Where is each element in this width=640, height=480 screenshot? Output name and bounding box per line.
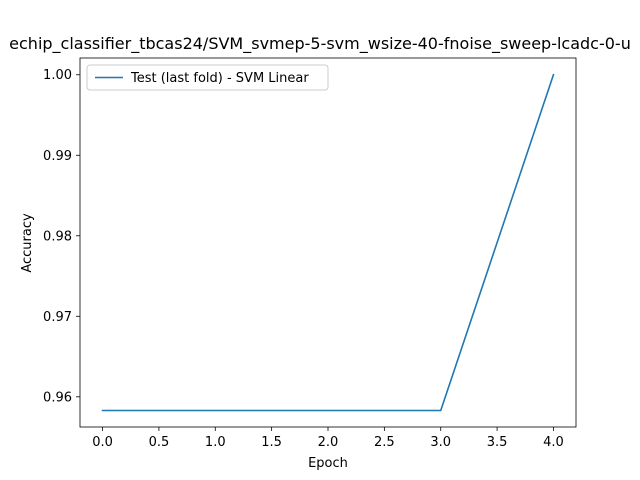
x-tick-label: 1.0 bbox=[205, 435, 226, 450]
x-tick-label: 3.5 bbox=[487, 435, 508, 450]
y-tick-label: 0.98 bbox=[43, 229, 72, 244]
x-tick-label: 3.0 bbox=[430, 435, 451, 450]
y-tick-label: 0.99 bbox=[43, 149, 72, 164]
y-tick-label: 0.96 bbox=[43, 390, 72, 405]
x-axis-label: Epoch bbox=[308, 456, 348, 471]
x-tick-label: 4.0 bbox=[543, 435, 564, 450]
x-tick-label: 0.5 bbox=[149, 435, 170, 450]
y-tick-label: 0.97 bbox=[43, 310, 72, 325]
x-tick-label: 2.5 bbox=[374, 435, 395, 450]
y-tick-label: 1.00 bbox=[43, 68, 72, 83]
y-axis-label: Accuracy bbox=[20, 213, 35, 273]
chart-title: echip_classifier_tbcas24/SVM_svmep-5-svm… bbox=[9, 34, 631, 54]
legend-label: Test (last fold) - SVM Linear bbox=[130, 71, 309, 86]
plot-area: 0.0 0.5 1.0 1.5 2.0 2.5 3.0 3.5 4.0 0.96 0.97 0.98 0… bbox=[43, 57, 577, 450]
legend-box bbox=[86, 64, 329, 91]
x-tick-label: 2.0 bbox=[318, 435, 339, 450]
series-line bbox=[101, 73, 555, 412]
x-tick-label: 1.5 bbox=[261, 435, 282, 450]
x-tick-label: 0.0 bbox=[92, 435, 113, 450]
